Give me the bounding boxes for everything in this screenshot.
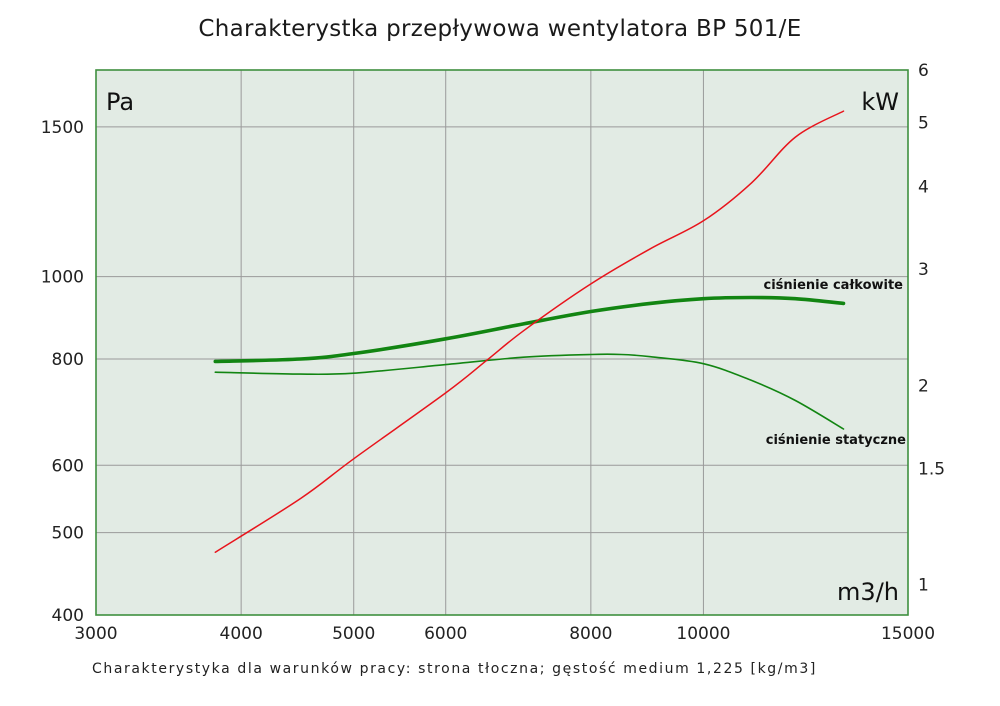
bottom-axis-ticks: 3000 4000 5000 6000 8000 10000 15000 bbox=[74, 624, 935, 644]
chart-title: Charakterystka przepływowa wentylatora B… bbox=[198, 16, 802, 42]
left-axis-tick-label: 1000 bbox=[41, 268, 84, 288]
right-axis-unit-label: kW bbox=[861, 88, 899, 116]
plot-background bbox=[96, 70, 908, 615]
right-axis-tick-label: 3 bbox=[918, 260, 929, 280]
right-axis-tick-label: 1.5 bbox=[918, 459, 945, 479]
right-axis-tick-label: 6 bbox=[918, 61, 929, 81]
right-axis-tick-label: 4 bbox=[918, 177, 929, 197]
x-axis-tick-label: 15000 bbox=[881, 624, 935, 644]
left-axis-tick-label: 400 bbox=[52, 606, 84, 626]
series-label-static-pressure: ciśnienie statyczne bbox=[766, 433, 906, 448]
x-axis-tick-label: 8000 bbox=[569, 624, 612, 644]
right-axis-ticks: 1 1.5 2 3 4 5 6 bbox=[918, 61, 945, 596]
x-axis-tick-label: 5000 bbox=[332, 624, 375, 644]
series-label-total-pressure: ciśnienie całkowite bbox=[763, 278, 903, 293]
right-axis-tick-label: 5 bbox=[918, 113, 929, 133]
left-axis-tick-label: 1500 bbox=[41, 118, 84, 138]
x-axis-tick-label: 3000 bbox=[74, 624, 117, 644]
left-axis-tick-label: 600 bbox=[52, 456, 84, 476]
x-axis-tick-label: 4000 bbox=[220, 624, 263, 644]
series-line-power bbox=[214, 110, 845, 553]
series-line-static-pressure bbox=[214, 353, 845, 430]
right-axis-tick-label: 1 bbox=[918, 576, 929, 596]
right-axis-tick-label: 2 bbox=[918, 377, 929, 397]
x-axis-tick-label: 6000 bbox=[424, 624, 467, 644]
left-axis-unit-label: Pa bbox=[106, 88, 134, 116]
left-axis-tick-label: 500 bbox=[52, 524, 84, 544]
grid-lines bbox=[96, 70, 908, 615]
x-axis-tick-label: 10000 bbox=[676, 624, 730, 644]
left-axis-tick-label: 800 bbox=[52, 350, 84, 370]
left-axis-ticks: 400 500 600 800 1000 1500 bbox=[41, 118, 84, 626]
series-lines bbox=[213, 110, 846, 553]
series-line-total-pressure bbox=[213, 295, 846, 364]
x-axis-unit-label: m3/h bbox=[837, 578, 899, 606]
chart-footer-note: Charakterystyka dla warunków pracy: stro… bbox=[92, 661, 817, 677]
plot-frame bbox=[95, 69, 909, 616]
